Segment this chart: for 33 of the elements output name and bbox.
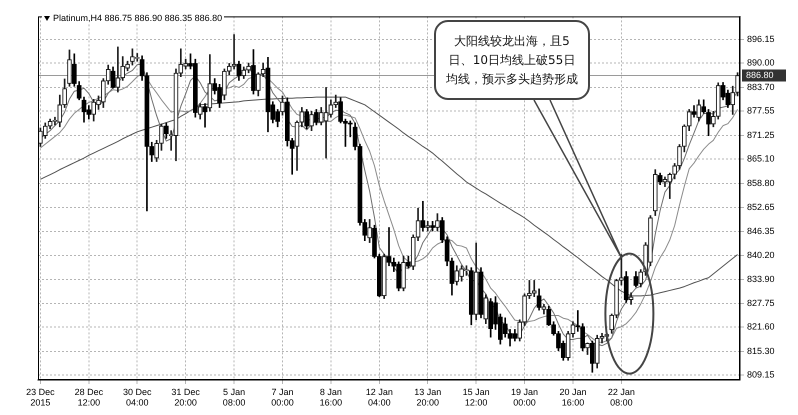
ref-line-label: 886.80 <box>746 70 774 80</box>
x-tick-label: 20 Jan 16:00 <box>559 386 586 408</box>
chart-title: Platinum,H4 886.75 886.90 886.35 886.80 <box>53 13 222 23</box>
y-tick-label: 840.20 <box>747 250 775 260</box>
x-tick-label: 31 Dec 20:00 <box>171 386 200 408</box>
x-tick-label: 23 Dec 2015 <box>26 386 56 408</box>
candlestick <box>202 103 208 128</box>
annotation: 大阳线较龙出海，且5日、10日均线上破55日均线，预示多头趋势形成 <box>445 32 579 88</box>
y-tick-label: 809.15 <box>747 370 775 380</box>
y-tick-label: 815.30 <box>747 346 775 356</box>
y-tick-label: 883.70 <box>747 82 775 92</box>
y-tick-label: 833.90 <box>747 274 775 284</box>
x-tick-label: 8 Jan 16:00 <box>320 386 342 408</box>
x-tick-label: 7 Jan 00:00 <box>271 386 294 408</box>
y-tick-label: 858.80 <box>747 178 775 188</box>
x-tick-label: 5 Jan 08:00 <box>222 386 246 408</box>
y-tick-label: 896.15 <box>747 34 775 44</box>
x-tick-label: 12 Jan 04:00 <box>366 386 393 408</box>
x-tick-label: 15 Jan 12:00 <box>462 386 490 408</box>
y-tick-label: 865.10 <box>747 154 775 164</box>
y-tick-label: 890.00 <box>747 58 775 68</box>
y-tick-label: 821.60 <box>747 322 775 332</box>
y-tick-label: 852.65 <box>747 202 775 212</box>
candlestick <box>430 221 435 232</box>
x-tick-label: 13 Jan 20:00 <box>414 386 442 408</box>
x-tick-label: 28 Dec 12:00 <box>74 386 104 408</box>
x-tick-label: 19 Jan 00:00 <box>511 386 538 408</box>
y-tick-label: 877.55 <box>747 106 775 116</box>
y-tick-label: 827.75 <box>747 298 775 308</box>
y-tick-label: 871.25 <box>747 130 775 140</box>
x-tick-label: 22 Jan 08:00 <box>608 386 635 408</box>
y-tick-label: 846.35 <box>747 226 775 236</box>
x-tick-label: 30 Dec 04:00 <box>122 386 152 408</box>
